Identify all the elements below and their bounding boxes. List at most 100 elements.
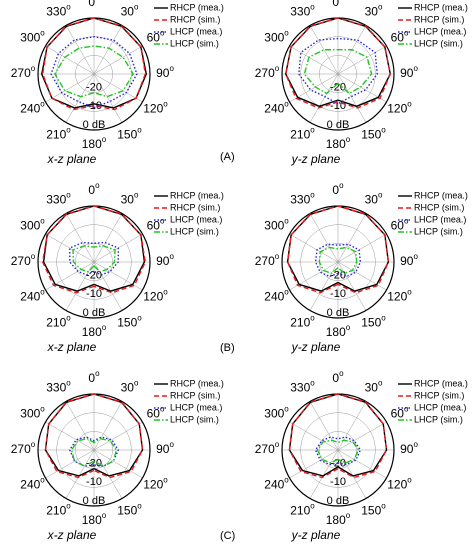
legend-label: RHCP (mea.) [414,2,468,12]
angle-tick-label: 60o [147,29,165,45]
series-line [41,17,147,111]
angle-tick-label: 330o [46,379,71,395]
series-line [53,45,135,98]
legend-label: LHCP (mea.) [170,26,222,36]
r-tick-label: -20 [86,82,102,94]
series-line [41,205,147,294]
angle-tick-label: 240o [264,476,289,492]
grid-spoke [93,421,143,451]
legend-label: RHCP (mea.) [414,378,468,388]
angle-tick-label: 30o [121,191,139,207]
angle-tick-label: 240o [264,100,289,116]
legend-label: LHCP (mea.) [414,402,466,412]
angle-tick-label: 330o [290,191,315,207]
grid-spoke [337,261,387,291]
grid-spoke [65,73,95,123]
grid-spoke [93,73,123,123]
series-line [285,17,391,109]
grid-ring [75,243,113,281]
legend-label: RHCP (sim.) [170,14,220,24]
grid-spoke [309,25,339,75]
angle-tick-label: 270o [255,64,280,80]
angle-tick-label: 210o [290,314,315,330]
grid-spoke [337,449,367,499]
angle-tick-label: 30o [365,191,383,207]
angle-tick-label: 240o [20,288,45,304]
r-tick-label: -20 [86,458,102,470]
legend-label: RHCP (sim.) [170,390,220,400]
plane-caption: y-z plane [291,152,341,166]
legend-label: RHCP (mea.) [414,190,468,200]
grid-spoke [337,421,387,451]
grid-ring [75,431,113,469]
angle-tick-label: 270o [11,440,36,456]
angle-tick-label: 210o [290,502,315,518]
series-line [69,241,119,276]
grid-ring [300,224,376,300]
angle-tick-label: 240o [20,476,45,492]
angle-tick-label: 0o [88,181,100,197]
grid-ring [300,412,376,488]
angle-tick-label: 120o [143,100,168,116]
grid-spoke [289,449,339,479]
angle-tick-label: 0o [88,369,100,385]
grid-spoke [45,73,95,103]
r-tick-label: -10 [86,288,102,300]
angle-tick-label: 210o [46,502,71,518]
series-line [316,439,360,464]
angle-tick-label: 300o [264,405,289,421]
grid-spoke [337,261,367,311]
angle-tick-label: 270o [11,252,36,268]
grid-ring [319,431,357,469]
grid-spoke [65,261,95,311]
angle-tick-label: 300o [20,217,45,233]
angle-tick-label: 60o [147,405,165,421]
grid-spoke [93,261,143,291]
plane-caption: x-z plane [47,340,97,354]
angle-tick-label: 270o [255,252,280,268]
grid-spoke [93,45,143,75]
angle-tick-label: 0o [332,369,344,385]
grid-spoke [93,73,143,103]
angle-tick-label: 300o [264,29,289,45]
grid-spoke [45,233,95,263]
angle-tick-label: 0o [332,181,344,197]
angle-tick-label: 60o [391,217,409,233]
angle-tick-label: 240o [264,288,289,304]
plane-caption: x-z plane [47,152,97,166]
panel-label: (C) [220,530,235,542]
grid-spoke [337,45,387,75]
angle-tick-label: 120o [143,476,168,492]
grid-ring [319,55,357,93]
series-line [288,393,388,479]
grid-spoke [93,449,123,499]
angle-tick-label: 180o [326,511,351,527]
angle-tick-label: 300o [264,217,289,233]
grid-spoke [65,213,95,263]
grid-spoke [309,73,339,123]
legend-label: LHCP (sim.) [170,414,219,424]
panel-label: (A) [220,151,235,163]
angle-tick-label: 180o [326,323,351,339]
r-tick-label: -20 [330,82,346,94]
angle-tick-label: 300o [20,29,45,45]
plane-caption: y-z plane [291,528,341,542]
legend-label: LHCP (sim.) [170,38,219,48]
series-line [303,49,373,95]
grid-spoke [337,233,387,263]
legend-label: RHCP (sim.) [414,14,464,24]
angle-tick-label: 150o [361,502,386,518]
angle-tick-label: 180o [326,135,351,151]
angle-tick-label: 150o [117,126,142,142]
angle-tick-label: 330o [290,3,315,19]
angle-tick-label: 330o [46,191,71,207]
grid-spoke [45,45,95,75]
angle-tick-label: 120o [387,288,412,304]
angle-tick-label: 30o [121,3,139,19]
series-line [50,35,138,109]
angle-tick-label: 330o [46,3,71,19]
grid-spoke [309,449,339,499]
grid-spoke [65,401,95,451]
grid-spoke [309,261,339,311]
angle-tick-label: 180o [82,511,107,527]
